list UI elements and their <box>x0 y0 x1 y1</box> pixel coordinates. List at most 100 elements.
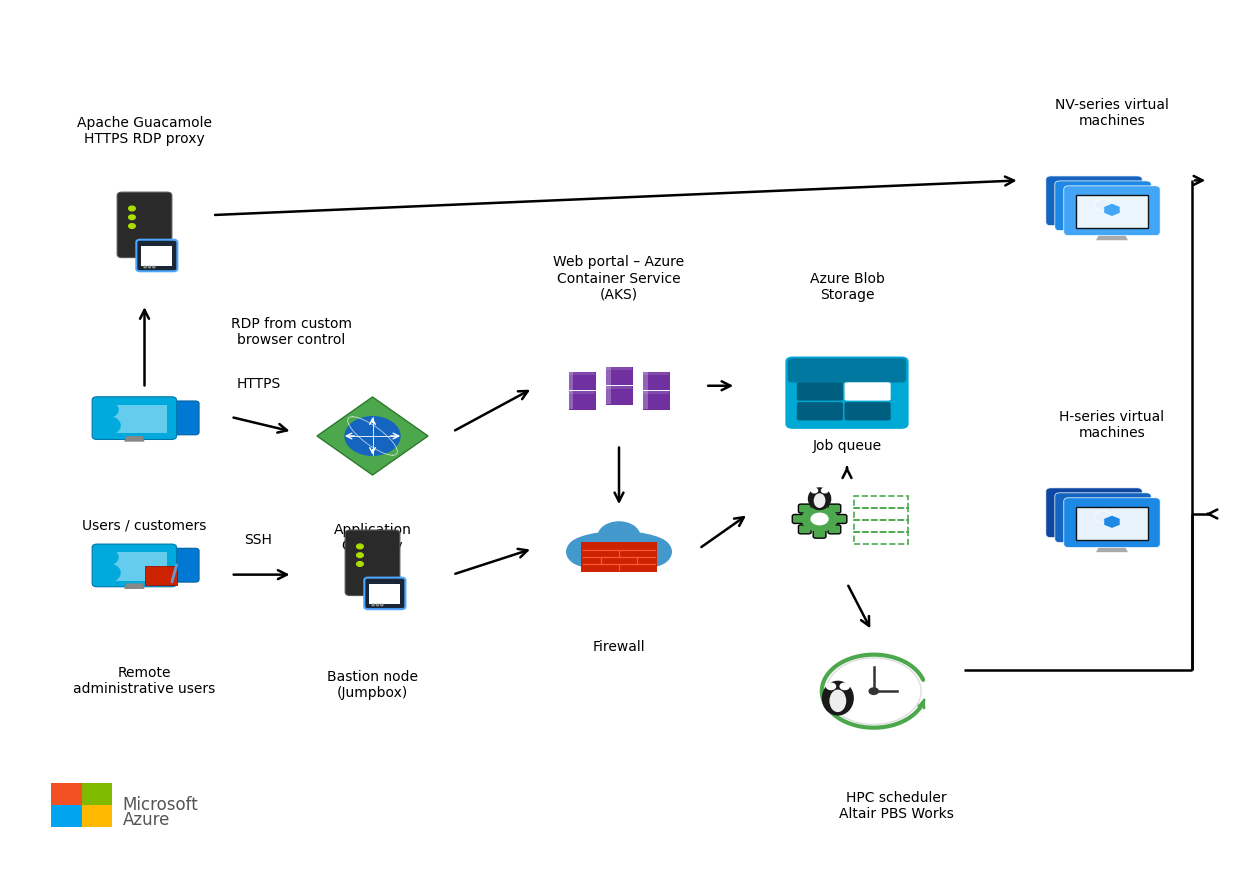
Ellipse shape <box>829 690 847 712</box>
Text: Azure Blob
Storage: Azure Blob Storage <box>810 271 884 302</box>
FancyBboxPatch shape <box>605 385 633 405</box>
FancyBboxPatch shape <box>1055 181 1151 230</box>
Circle shape <box>97 402 118 418</box>
FancyBboxPatch shape <box>51 805 82 827</box>
FancyBboxPatch shape <box>145 566 177 585</box>
Circle shape <box>841 683 849 690</box>
Text: Azure: Azure <box>123 811 170 829</box>
Polygon shape <box>644 391 647 409</box>
Circle shape <box>811 488 817 493</box>
Circle shape <box>567 537 609 567</box>
FancyBboxPatch shape <box>797 382 843 400</box>
FancyBboxPatch shape <box>567 371 595 391</box>
Polygon shape <box>568 391 573 409</box>
Circle shape <box>598 522 640 551</box>
Polygon shape <box>1096 232 1128 240</box>
FancyBboxPatch shape <box>92 544 177 587</box>
Circle shape <box>811 513 828 526</box>
Text: Microsoft: Microsoft <box>123 796 198 814</box>
FancyBboxPatch shape <box>102 405 167 433</box>
Polygon shape <box>644 391 670 394</box>
Polygon shape <box>124 436 145 442</box>
Text: HTTPS: HTTPS <box>236 377 281 391</box>
FancyBboxPatch shape <box>1063 498 1160 548</box>
Circle shape <box>822 488 828 493</box>
FancyBboxPatch shape <box>1058 186 1130 218</box>
FancyBboxPatch shape <box>82 805 113 827</box>
Circle shape <box>357 562 363 566</box>
Circle shape <box>371 604 374 606</box>
FancyBboxPatch shape <box>785 357 909 429</box>
Polygon shape <box>124 583 145 589</box>
FancyBboxPatch shape <box>1067 190 1139 223</box>
FancyBboxPatch shape <box>828 504 841 513</box>
Text: Web portal – Azure
Container Service
(AKS): Web portal – Azure Container Service (AK… <box>553 255 685 302</box>
FancyBboxPatch shape <box>364 577 405 610</box>
Polygon shape <box>607 367 610 385</box>
FancyBboxPatch shape <box>605 366 633 386</box>
FancyBboxPatch shape <box>1067 502 1139 535</box>
Polygon shape <box>568 371 594 375</box>
FancyBboxPatch shape <box>1076 195 1148 228</box>
Text: HPC scheduler
Altair PBS Works: HPC scheduler Altair PBS Works <box>839 791 953 821</box>
FancyBboxPatch shape <box>1076 508 1148 540</box>
Text: Application
Gateway: Application Gateway <box>333 522 411 553</box>
Circle shape <box>629 537 671 567</box>
FancyBboxPatch shape <box>792 514 805 523</box>
FancyBboxPatch shape <box>643 371 671 391</box>
FancyBboxPatch shape <box>828 525 841 534</box>
FancyBboxPatch shape <box>834 514 847 523</box>
Circle shape <box>129 215 135 220</box>
FancyBboxPatch shape <box>137 401 199 435</box>
FancyBboxPatch shape <box>1055 493 1151 542</box>
Circle shape <box>97 549 118 565</box>
Polygon shape <box>568 371 573 390</box>
FancyBboxPatch shape <box>1058 497 1130 530</box>
Circle shape <box>345 417 400 455</box>
FancyBboxPatch shape <box>813 500 826 508</box>
Circle shape <box>827 657 921 725</box>
FancyBboxPatch shape <box>1063 186 1160 235</box>
Polygon shape <box>568 391 594 394</box>
Circle shape <box>357 544 363 548</box>
Text: Bastion node
(Jumpbox): Bastion node (Jumpbox) <box>327 670 418 700</box>
FancyBboxPatch shape <box>643 390 671 410</box>
FancyBboxPatch shape <box>136 240 177 271</box>
FancyBboxPatch shape <box>369 583 400 604</box>
Ellipse shape <box>94 564 120 582</box>
Polygon shape <box>171 563 178 583</box>
Circle shape <box>869 688 878 694</box>
Text: Users / customers: Users / customers <box>82 518 207 532</box>
FancyBboxPatch shape <box>137 548 199 582</box>
FancyBboxPatch shape <box>813 529 826 538</box>
FancyBboxPatch shape <box>102 552 167 581</box>
FancyBboxPatch shape <box>799 504 811 513</box>
Text: RDP from custom
browser control: RDP from custom browser control <box>230 317 352 347</box>
Text: SSH: SSH <box>245 533 272 547</box>
FancyBboxPatch shape <box>581 542 657 572</box>
Ellipse shape <box>94 417 120 434</box>
FancyBboxPatch shape <box>118 192 172 257</box>
Text: NV-series virtual
machines: NV-series virtual machines <box>1055 99 1169 128</box>
FancyBboxPatch shape <box>844 402 890 420</box>
Circle shape <box>381 604 383 606</box>
Circle shape <box>144 266 146 268</box>
Polygon shape <box>607 367 631 371</box>
FancyBboxPatch shape <box>799 525 811 534</box>
Ellipse shape <box>808 487 832 510</box>
FancyBboxPatch shape <box>345 530 400 596</box>
Ellipse shape <box>568 531 670 563</box>
FancyBboxPatch shape <box>1046 487 1143 538</box>
Circle shape <box>801 506 838 532</box>
Circle shape <box>149 266 151 268</box>
FancyBboxPatch shape <box>844 382 890 400</box>
Text: Job queue: Job queue <box>812 439 881 453</box>
FancyBboxPatch shape <box>141 246 172 266</box>
Text: Apache Guacamole
HTTPS RDP proxy: Apache Guacamole HTTPS RDP proxy <box>77 116 212 146</box>
Text: Remote
administrative users: Remote administrative users <box>73 665 215 696</box>
Circle shape <box>129 224 135 228</box>
FancyBboxPatch shape <box>92 397 177 439</box>
Circle shape <box>152 266 155 268</box>
Polygon shape <box>1096 544 1128 552</box>
Polygon shape <box>607 386 631 389</box>
